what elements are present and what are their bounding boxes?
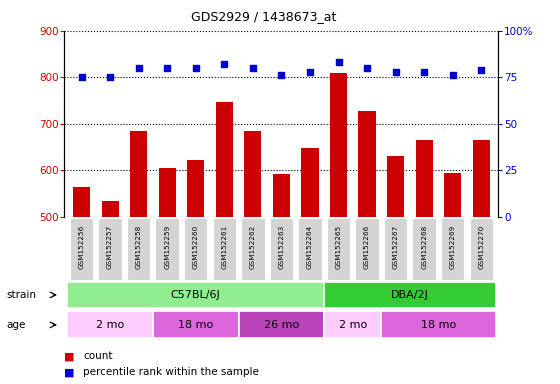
Point — [163, 65, 172, 71]
Bar — [416, 140, 433, 217]
Point — [134, 65, 143, 71]
Text: C57BL/6J: C57BL/6J — [171, 290, 221, 300]
Text: age: age — [7, 320, 26, 330]
Text: percentile rank within the sample: percentile rank within the sample — [83, 367, 259, 377]
FancyBboxPatch shape — [356, 218, 379, 280]
FancyBboxPatch shape — [127, 218, 150, 280]
FancyBboxPatch shape — [70, 218, 93, 280]
Text: GSM152266: GSM152266 — [364, 225, 370, 270]
FancyBboxPatch shape — [384, 218, 407, 280]
FancyBboxPatch shape — [324, 311, 381, 338]
FancyBboxPatch shape — [470, 218, 493, 280]
FancyBboxPatch shape — [184, 218, 207, 280]
Point — [249, 65, 258, 71]
Text: GSM152268: GSM152268 — [421, 225, 427, 270]
Text: GSM152269: GSM152269 — [450, 225, 456, 270]
Text: GSM152261: GSM152261 — [221, 225, 227, 270]
Point — [419, 69, 428, 75]
FancyBboxPatch shape — [239, 311, 324, 338]
Bar — [101, 201, 119, 217]
FancyBboxPatch shape — [153, 311, 239, 338]
FancyBboxPatch shape — [241, 218, 264, 280]
FancyBboxPatch shape — [270, 218, 293, 280]
FancyBboxPatch shape — [67, 282, 324, 308]
Text: GSM152260: GSM152260 — [193, 225, 199, 270]
Point — [106, 74, 115, 80]
Point — [448, 72, 457, 78]
FancyBboxPatch shape — [413, 218, 436, 280]
Point — [391, 69, 400, 75]
FancyBboxPatch shape — [381, 311, 496, 338]
Point — [192, 65, 200, 71]
Bar — [301, 148, 319, 217]
Point — [220, 61, 229, 67]
Text: GSM152257: GSM152257 — [107, 225, 113, 270]
Text: 18 mo: 18 mo — [178, 320, 213, 330]
Bar — [330, 73, 347, 217]
Point — [77, 74, 86, 80]
FancyBboxPatch shape — [99, 218, 122, 280]
Bar — [216, 102, 233, 217]
Point — [477, 67, 486, 73]
Text: GSM152265: GSM152265 — [335, 225, 342, 270]
Bar — [358, 111, 376, 217]
Bar — [444, 173, 461, 217]
Point — [305, 69, 314, 75]
Text: GSM152258: GSM152258 — [136, 225, 142, 270]
Bar — [130, 131, 147, 217]
Bar — [273, 174, 290, 217]
Text: 2 mo: 2 mo — [339, 320, 367, 330]
Point — [362, 65, 371, 71]
Bar — [187, 160, 204, 217]
Text: count: count — [83, 351, 113, 361]
Text: ■: ■ — [64, 367, 75, 377]
Text: GSM152264: GSM152264 — [307, 225, 313, 270]
Text: DBA/2J: DBA/2J — [391, 290, 429, 300]
Text: 26 mo: 26 mo — [264, 320, 299, 330]
Point — [334, 59, 343, 65]
FancyBboxPatch shape — [156, 218, 179, 280]
Text: GSM152270: GSM152270 — [478, 225, 484, 270]
FancyBboxPatch shape — [67, 311, 153, 338]
Bar — [473, 140, 490, 217]
Text: GSM152259: GSM152259 — [164, 225, 170, 270]
Text: 18 mo: 18 mo — [421, 320, 456, 330]
Text: GDS2929 / 1438673_at: GDS2929 / 1438673_at — [190, 10, 336, 23]
Text: GSM152263: GSM152263 — [278, 225, 284, 270]
Bar — [387, 156, 404, 217]
Text: GSM152267: GSM152267 — [393, 225, 399, 270]
Text: ■: ■ — [64, 351, 75, 361]
FancyBboxPatch shape — [324, 282, 496, 308]
Bar — [158, 168, 176, 217]
Text: 2 mo: 2 mo — [96, 320, 124, 330]
FancyBboxPatch shape — [298, 218, 321, 280]
Bar — [73, 187, 90, 217]
Text: GSM152262: GSM152262 — [250, 225, 256, 270]
FancyBboxPatch shape — [441, 218, 464, 280]
Text: GSM152256: GSM152256 — [78, 225, 85, 270]
Bar — [244, 131, 262, 217]
FancyBboxPatch shape — [213, 218, 236, 280]
Point — [277, 72, 286, 78]
FancyBboxPatch shape — [327, 218, 350, 280]
Text: strain: strain — [7, 290, 37, 300]
